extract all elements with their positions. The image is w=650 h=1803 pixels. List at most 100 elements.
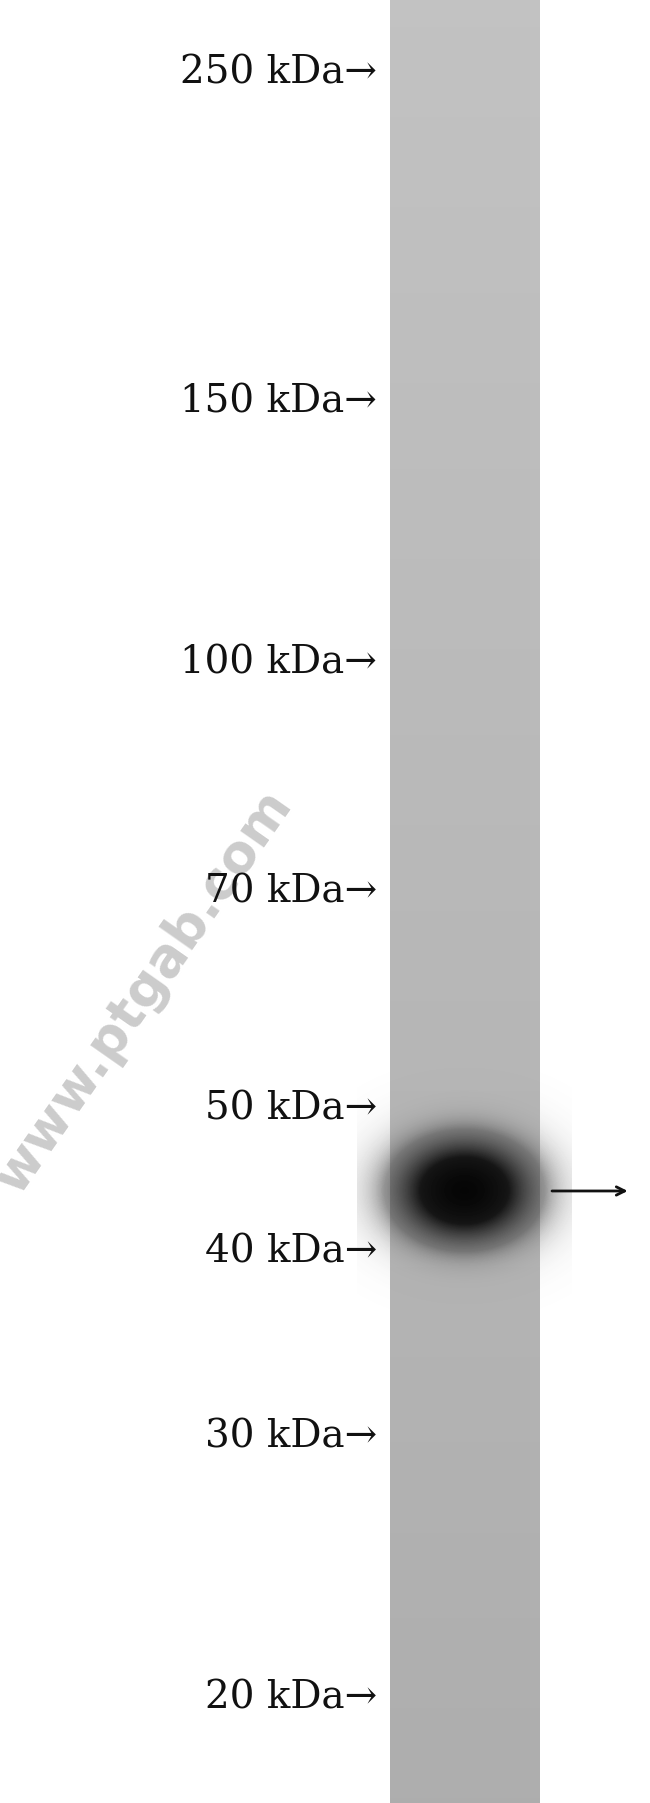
Text: 100 kDa→: 100 kDa→ xyxy=(180,644,377,682)
Bar xyxy=(390,1150,540,1154)
Text: 150 kDa→: 150 kDa→ xyxy=(180,384,377,420)
Bar xyxy=(390,157,540,162)
Bar xyxy=(390,1286,540,1289)
Bar xyxy=(390,555,540,559)
Bar xyxy=(390,420,540,424)
Bar xyxy=(390,1538,540,1542)
Bar xyxy=(390,1727,540,1731)
Bar xyxy=(390,252,540,258)
Bar xyxy=(390,673,540,676)
Bar xyxy=(390,1370,540,1376)
Bar xyxy=(390,1322,540,1325)
Bar xyxy=(390,970,540,974)
Bar xyxy=(390,1331,540,1334)
Bar xyxy=(390,826,540,829)
Bar xyxy=(390,1605,540,1610)
Bar xyxy=(390,1154,540,1159)
Bar xyxy=(390,36,540,40)
Bar xyxy=(390,1487,540,1493)
Bar xyxy=(390,1542,540,1547)
Bar xyxy=(390,992,540,997)
Bar xyxy=(390,1001,540,1006)
Bar xyxy=(390,168,540,171)
Bar xyxy=(390,835,540,838)
Bar xyxy=(390,1475,540,1478)
Bar xyxy=(390,1141,540,1145)
Bar xyxy=(390,307,540,312)
Bar xyxy=(390,261,540,267)
Bar xyxy=(390,1524,540,1529)
Bar xyxy=(390,1087,540,1091)
Bar xyxy=(390,1785,540,1790)
Bar xyxy=(390,1388,540,1394)
Bar xyxy=(390,595,540,600)
Bar xyxy=(390,90,540,96)
Bar xyxy=(390,1560,540,1565)
Bar xyxy=(390,1533,540,1538)
Bar xyxy=(390,0,540,4)
Bar xyxy=(390,1574,540,1578)
Bar xyxy=(390,853,540,856)
Bar xyxy=(390,186,540,189)
Bar xyxy=(390,1091,540,1096)
Bar xyxy=(390,929,540,934)
Bar xyxy=(390,1554,540,1560)
Bar xyxy=(390,1231,540,1235)
Bar xyxy=(390,600,540,604)
Bar xyxy=(390,1718,540,1722)
Bar xyxy=(390,424,540,429)
Bar xyxy=(390,18,540,23)
Bar xyxy=(390,1439,540,1442)
Bar xyxy=(390,1100,540,1105)
Bar xyxy=(390,718,540,721)
Bar xyxy=(390,400,540,406)
Bar xyxy=(390,1195,540,1199)
Bar xyxy=(390,1569,540,1574)
Bar xyxy=(390,1745,540,1749)
Bar xyxy=(390,198,540,202)
Bar xyxy=(390,784,540,790)
Bar xyxy=(390,436,540,442)
Bar xyxy=(390,1421,540,1424)
Bar xyxy=(390,523,540,526)
Bar xyxy=(390,1190,540,1195)
Bar xyxy=(390,343,540,348)
Bar xyxy=(390,288,540,292)
Bar xyxy=(390,1529,540,1533)
Bar xyxy=(390,1367,540,1370)
Bar xyxy=(390,1109,540,1112)
Bar xyxy=(390,1794,540,1799)
Text: 50 kDa→: 50 kDa→ xyxy=(205,1091,377,1127)
Bar xyxy=(390,974,540,979)
Bar xyxy=(390,1145,540,1150)
Bar xyxy=(390,838,540,844)
Bar xyxy=(390,1226,540,1231)
Bar xyxy=(390,1067,540,1073)
Bar xyxy=(390,1424,540,1430)
Bar xyxy=(390,1051,540,1055)
Bar xyxy=(390,745,540,748)
Bar xyxy=(390,1289,540,1295)
Bar xyxy=(390,844,540,847)
Bar xyxy=(390,1118,540,1121)
Bar xyxy=(390,96,540,99)
Bar xyxy=(390,943,540,947)
Bar xyxy=(390,1466,540,1469)
Bar xyxy=(390,141,540,144)
Bar xyxy=(390,1506,540,1511)
Bar xyxy=(390,761,540,766)
Bar xyxy=(390,234,540,238)
Bar xyxy=(390,1734,540,1740)
Bar xyxy=(390,1790,540,1794)
Bar xyxy=(390,1641,540,1646)
Bar xyxy=(390,81,540,87)
Bar xyxy=(390,258,540,261)
Bar xyxy=(390,1767,540,1772)
Bar xyxy=(390,1430,540,1433)
Bar xyxy=(390,1776,540,1781)
Bar xyxy=(390,532,540,537)
Bar xyxy=(390,1343,540,1349)
Bar xyxy=(390,1469,540,1475)
Bar xyxy=(390,1235,540,1240)
Bar xyxy=(390,1222,540,1226)
